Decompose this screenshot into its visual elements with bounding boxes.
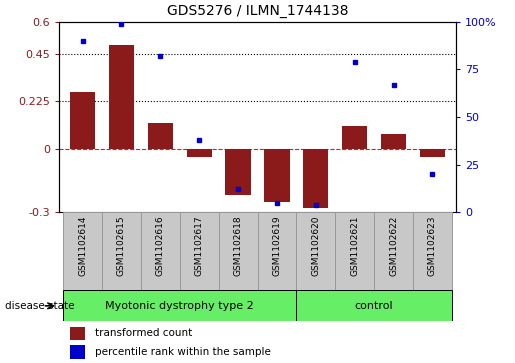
Text: GSM1102618: GSM1102618 bbox=[234, 216, 243, 276]
Text: GSM1102620: GSM1102620 bbox=[311, 216, 320, 276]
Bar bbox=[63, 290, 296, 321]
Text: GSM1102621: GSM1102621 bbox=[350, 216, 359, 276]
Text: control: control bbox=[355, 301, 393, 311]
Bar bbox=[70, 327, 85, 340]
Bar bbox=[374, 212, 413, 290]
Bar bbox=[264, 149, 289, 202]
Text: disease state: disease state bbox=[5, 301, 75, 311]
Bar bbox=[303, 149, 329, 208]
Bar bbox=[70, 346, 85, 359]
Bar bbox=[413, 212, 452, 290]
Text: Myotonic dystrophy type 2: Myotonic dystrophy type 2 bbox=[106, 301, 254, 311]
Text: GSM1102614: GSM1102614 bbox=[78, 216, 87, 276]
Bar bbox=[63, 212, 102, 290]
Text: percentile rank within the sample: percentile rank within the sample bbox=[95, 347, 270, 357]
Bar bbox=[102, 212, 141, 290]
Text: GSM1102615: GSM1102615 bbox=[117, 216, 126, 276]
Text: GSM1102623: GSM1102623 bbox=[428, 216, 437, 276]
Bar bbox=[219, 212, 258, 290]
Bar bbox=[420, 149, 445, 157]
Text: GSM1102619: GSM1102619 bbox=[272, 216, 281, 276]
Text: GSM1102622: GSM1102622 bbox=[389, 216, 398, 276]
Bar bbox=[148, 123, 173, 149]
Bar bbox=[180, 212, 219, 290]
Bar bbox=[70, 91, 95, 149]
Bar bbox=[296, 290, 452, 321]
Bar bbox=[296, 212, 335, 290]
Text: GSM1102616: GSM1102616 bbox=[156, 216, 165, 276]
Bar bbox=[226, 149, 251, 195]
Title: GDS5276 / ILMN_1744138: GDS5276 / ILMN_1744138 bbox=[167, 4, 348, 18]
Text: GSM1102617: GSM1102617 bbox=[195, 216, 204, 276]
Bar bbox=[381, 134, 406, 149]
Text: transformed count: transformed count bbox=[95, 328, 192, 338]
Bar bbox=[335, 212, 374, 290]
Bar bbox=[258, 212, 296, 290]
Bar bbox=[342, 126, 367, 149]
Bar bbox=[109, 45, 134, 149]
Bar bbox=[186, 149, 212, 157]
Bar bbox=[141, 212, 180, 290]
